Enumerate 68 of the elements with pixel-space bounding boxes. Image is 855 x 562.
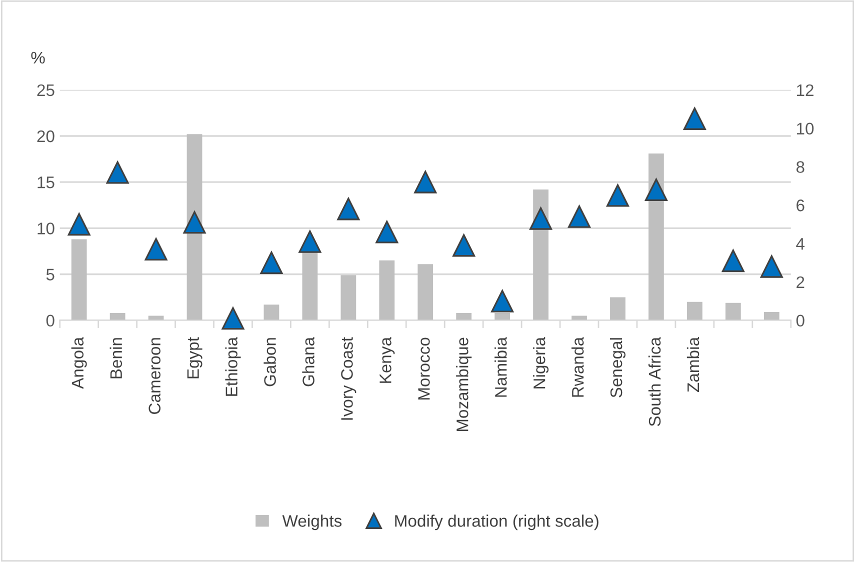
bar [725,302,741,320]
point [644,178,668,202]
x-tick-label: South Africa [648,337,661,426]
bar [456,312,472,320]
point [568,205,591,228]
y-tick-label: 15 [38,176,54,188]
x-tick-label: Benin [110,338,122,378]
y2-tick-label: 6 [796,200,804,212]
bar [610,297,626,320]
point [106,161,129,184]
x-tick-label: Namibia [494,337,507,397]
bar [494,312,510,320]
bar [302,251,318,320]
point [376,220,398,244]
x-tick-label: Zambia [686,337,700,392]
bar [686,302,702,320]
bar [71,239,87,320]
x-tick-label: Senegal [610,338,626,398]
y2-tick-label: 0 [796,314,804,327]
point [683,107,706,130]
y-axis-title: % [31,52,45,64]
point [722,250,744,272]
y-tick-label: 10 [38,222,54,234]
legend-label: Modify duration (right scale) [395,514,598,530]
x-tick-label: Angola [71,337,87,389]
bar [418,264,434,320]
bar [764,312,780,320]
point [491,290,514,312]
x-tick-label: Nigeria [533,337,549,388]
y-tick-label: 0 [46,314,54,327]
x-tick-label: Egypt [187,337,202,378]
x-tick-label: Ghana [302,337,314,386]
bar [340,275,356,320]
y2-tick-label: 4 [796,238,805,250]
x-tick-label: Mozambique [456,338,472,432]
y2-tick-label: 2 [796,276,804,288]
point [414,170,437,194]
point [260,251,283,274]
point [183,211,206,234]
bar [572,316,587,320]
bar [264,304,280,320]
point [337,198,360,220]
point [452,234,476,257]
bar [379,260,395,320]
point [144,238,168,261]
point [68,213,90,236]
y2-tick-label: 10 [797,122,814,135]
bar [110,312,126,320]
bar [148,316,164,320]
y-tick-label: 25 [37,84,54,96]
legend-label: Weights [282,514,342,530]
point [298,230,322,253]
x-tick-label: Rwanda [571,337,584,397]
x-tick-label: Ethiopia [225,337,241,396]
point [222,307,244,330]
x-tick-label: Ivory Coast [341,337,356,420]
point [606,184,629,207]
x-tick-label: Cameroon [148,338,161,414]
x-tick-label: Morocco [418,338,430,400]
x-tick-label: Gabon [264,338,276,386]
point [760,255,783,278]
y2-tick-label: 12 [797,84,814,96]
x-tick-label: Kenya [380,337,395,383]
bar [648,154,664,320]
y-tick-label: 5 [46,268,54,280]
y2-tick-label: 8 [796,161,804,173]
y-tick-label: 20 [37,130,54,142]
point [530,207,552,230]
